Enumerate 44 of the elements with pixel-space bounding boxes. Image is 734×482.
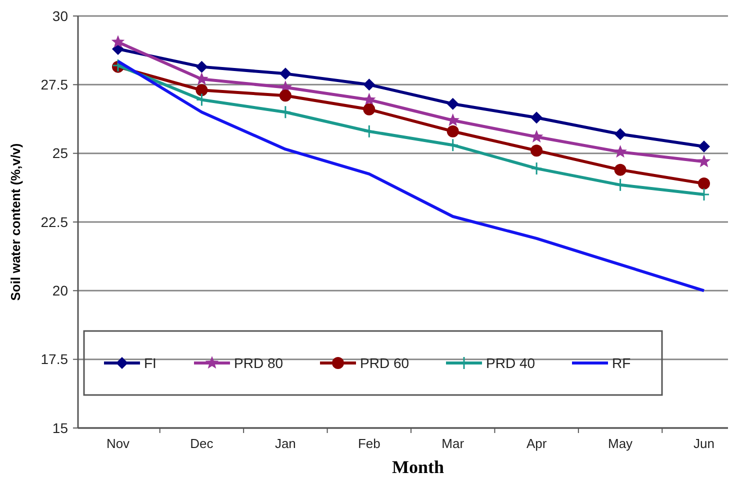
- point: [614, 164, 626, 176]
- y-tick-label: 22.5: [40, 214, 68, 230]
- point: [698, 140, 710, 152]
- point: [446, 98, 459, 110]
- x-tick-label: Feb: [358, 436, 380, 451]
- point: [698, 178, 710, 190]
- point: [446, 125, 459, 138]
- x-tick-label: Mar: [442, 436, 465, 451]
- legend-label: RF: [612, 354, 631, 371]
- point: [530, 112, 543, 124]
- x-tick-label: Jan: [274, 436, 296, 451]
- point: [195, 72, 208, 85]
- point: [614, 144, 627, 158]
- legend-label: PRD 80: [234, 354, 284, 371]
- point: [363, 78, 376, 91]
- y-tick-label: 20: [52, 282, 68, 299]
- point: [196, 84, 208, 96]
- y-tick-label: 27.5: [40, 76, 68, 93]
- point: [363, 124, 375, 138]
- x-tick-label: Jun: [694, 436, 714, 451]
- point: [280, 105, 292, 119]
- x-tick-label: May: [608, 436, 634, 451]
- y-axis-title: Soil water content (%,v/v): [8, 143, 23, 301]
- legend-label: PRD 60: [360, 354, 410, 371]
- x-tick-label: Dec: [190, 436, 214, 451]
- y-tick-label: 17.5: [40, 351, 68, 368]
- y-tick-label: 30: [52, 8, 68, 24]
- x-axis-title: Month: [392, 457, 444, 477]
- x-tick-label: Apr: [526, 436, 548, 451]
- point: [697, 154, 711, 168]
- x-tick-label: Nov: [106, 436, 130, 451]
- point: [196, 60, 208, 73]
- point: [447, 138, 459, 152]
- point: [279, 90, 292, 102]
- point: [279, 68, 292, 80]
- point: [111, 35, 125, 48]
- point: [614, 128, 626, 140]
- y-tick-label: 15: [52, 420, 68, 436]
- point: [530, 162, 542, 176]
- point: [363, 103, 376, 116]
- point: [530, 144, 543, 157]
- legend-label: PRD 40: [486, 354, 536, 371]
- legend-label: FI: [144, 354, 156, 371]
- y-tick-label: 25: [52, 145, 68, 162]
